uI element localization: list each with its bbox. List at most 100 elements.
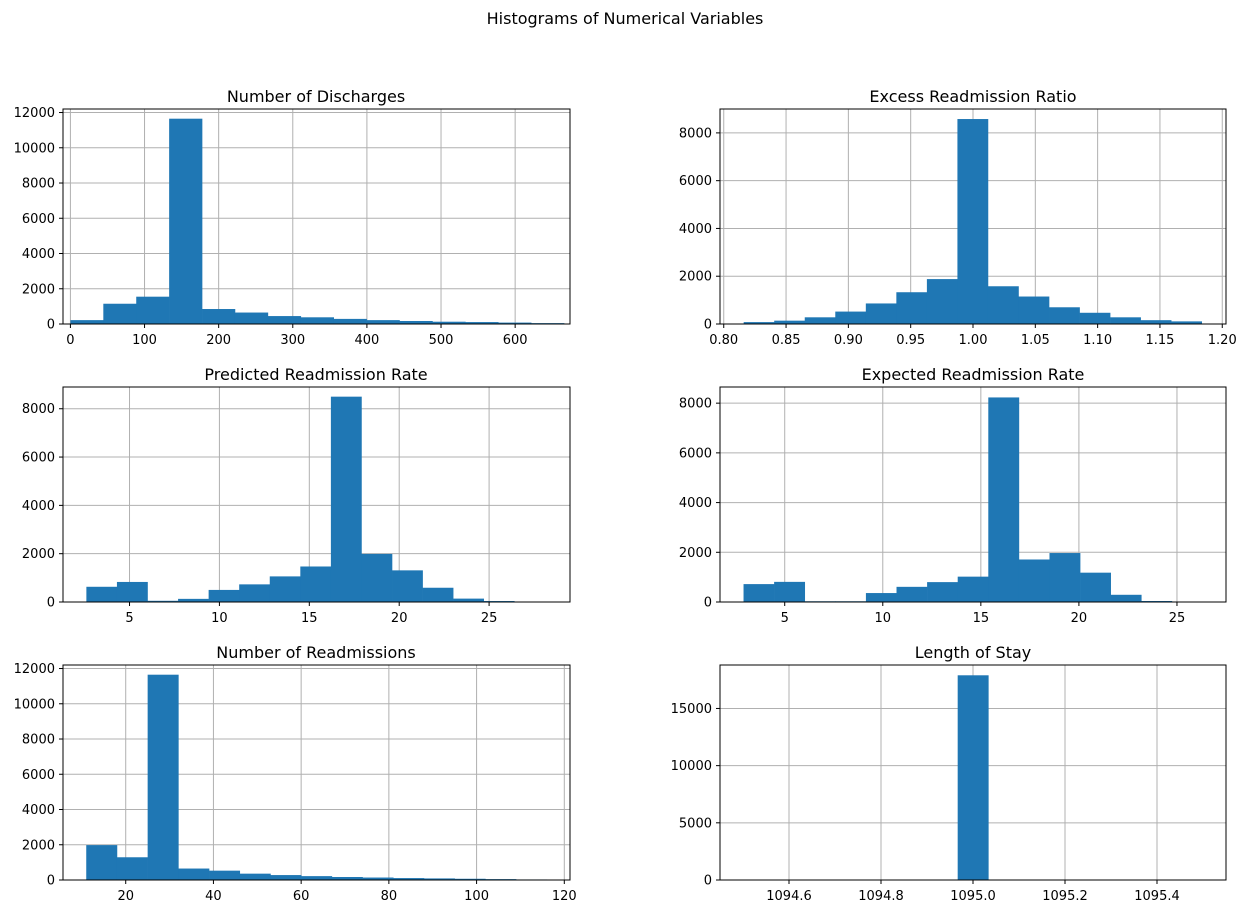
x-tick-label: 20 (117, 889, 134, 904)
subplot-title: Excess Readmission Ratio (869, 87, 1076, 106)
x-tick-label: 1.20 (1208, 333, 1237, 348)
x-tick-label: 15 (301, 611, 318, 626)
plot-area: 0.80 0.85 0.90 0.95 1.00 1.05 1.10 1.15 1.20 0 200… (679, 108, 1237, 348)
histogram-bar (1140, 320, 1172, 324)
y-tick-label: 0 (704, 874, 712, 889)
x-tick-label: 0.90 (834, 333, 863, 348)
histogram-bar (896, 292, 928, 324)
y-tick-label: 2000 (679, 270, 712, 285)
histogram-bar (774, 320, 806, 324)
subplot-expected-readmission-rate: Expected Readmission Rate 5 10 15 20 25 0 2000… (679, 365, 1227, 626)
y-tick-label: 12000 (14, 662, 55, 677)
y-tick-label: 6000 (22, 212, 55, 227)
histogram-bar (103, 303, 137, 324)
histogram-bar (454, 878, 486, 880)
y-tick-label: 8000 (679, 397, 712, 412)
histogram-bar (178, 868, 210, 880)
y-tick-label: 2000 (679, 546, 712, 561)
histogram-bar (116, 581, 148, 602)
x-tick-label: 80 (381, 889, 398, 904)
histogram-bar (423, 878, 455, 880)
histogram-bar (86, 845, 118, 880)
y-tick-label: 10000 (671, 759, 712, 774)
x-tick-label: 200 (206, 333, 231, 348)
x-tick-label: 120 (552, 889, 577, 904)
x-tick-label: 20 (391, 611, 408, 626)
histogram-bar (366, 320, 400, 324)
plot-area: 20 40 60 80 100 120 0 2000 4000 6000 8000 10000 1200… (14, 662, 577, 904)
histogram-bar (178, 598, 209, 602)
x-tick-label: 25 (481, 611, 498, 626)
histogram-bar (987, 286, 1019, 324)
histogram-bar (988, 397, 1020, 602)
histogram-bar (465, 322, 499, 324)
x-tick-label: 10 (875, 611, 892, 626)
histogram-bar (1110, 594, 1142, 602)
y-tick-label: 6000 (22, 768, 55, 783)
x-tick-label: 5 (125, 611, 133, 626)
y-tick-label: 5000 (679, 816, 712, 831)
axes-frame (62, 386, 571, 603)
x-tick-label: 10 (211, 611, 228, 626)
histogram-bar (392, 570, 423, 602)
y-tick-label: 2000 (22, 547, 55, 562)
histogram-bar (208, 589, 240, 602)
subplot-excess-readmission-ratio: Excess Readmission Ratio 0.80 0.85 0.90 0.9… (679, 87, 1237, 348)
histogram-bar (498, 322, 532, 324)
x-tick-label: 1095.4 (1134, 889, 1180, 904)
histogram-bar (393, 878, 425, 880)
histogram-bar (147, 600, 179, 602)
x-tick-label: 1095.2 (1042, 889, 1088, 904)
x-tick-label: 1095.0 (950, 889, 996, 904)
plot-area: 5 10 15 20 25 0 2000 4000 6000 8000 (22, 386, 571, 626)
histogram-bar (331, 877, 363, 880)
x-tick-label: 600 (503, 333, 528, 348)
histogram-bar (1049, 307, 1080, 324)
histogram-bar (399, 321, 433, 324)
histogram-bar (1080, 572, 1111, 602)
x-tick-label: 20 (1071, 611, 1088, 626)
axes-frame (62, 664, 571, 881)
y-tick-label: 10000 (14, 141, 55, 156)
subplot-title: Number of Readmissions (216, 643, 415, 662)
histogram-bar (147, 674, 179, 880)
x-tick-label: 5 (781, 611, 789, 626)
x-tick-label: 0.80 (709, 333, 738, 348)
histogram-bar (743, 584, 775, 602)
x-tick-label: 25 (1169, 611, 1186, 626)
y-tick-label: 4000 (22, 247, 55, 262)
x-tick-label: 1.15 (1145, 333, 1174, 348)
y-tick-label: 8000 (22, 177, 55, 192)
histogram-bar (957, 119, 989, 325)
subplot-title: Expected Readmission Rate (862, 365, 1085, 384)
y-tick-label: 8000 (22, 402, 55, 417)
histogram-bar (1171, 321, 1202, 324)
x-tick-label: 0.95 (896, 333, 925, 348)
y-tick-label: 8000 (22, 733, 55, 748)
subplot-length-of-stay: Length of Stay 1094.6 1094.8 1095.0 1095.2 1… (671, 643, 1227, 904)
histogram-bar (774, 581, 806, 602)
plot-area: 0 100 200 300 400 500 600020004000600080001000… (14, 106, 571, 348)
y-tick-label: 0 (47, 874, 55, 889)
x-tick-label: 100 (132, 333, 157, 348)
histogram-bar (116, 857, 148, 880)
x-tick-label: 0.85 (772, 333, 801, 348)
histogram-bar (927, 582, 959, 602)
x-tick-label: 400 (354, 333, 379, 348)
histogram-bar (301, 876, 333, 880)
x-tick-label: 1.00 (959, 333, 988, 348)
y-tick-label: 0 (704, 596, 712, 611)
y-tick-label: 10000 (14, 697, 55, 712)
x-tick-label: 40 (205, 889, 222, 904)
y-tick-label: 15000 (671, 702, 712, 717)
y-tick-label: 6000 (679, 446, 712, 461)
x-tick-label: 0 (66, 333, 74, 348)
y-tick-label: 0 (47, 318, 55, 333)
histogram-bar (300, 566, 332, 602)
y-tick-label: 6000 (679, 174, 712, 189)
y-tick-label: 4000 (22, 499, 55, 514)
histogram-bar (330, 396, 362, 602)
subplot-title: Number of Discharges (227, 87, 405, 106)
histogram-bar (865, 593, 897, 602)
